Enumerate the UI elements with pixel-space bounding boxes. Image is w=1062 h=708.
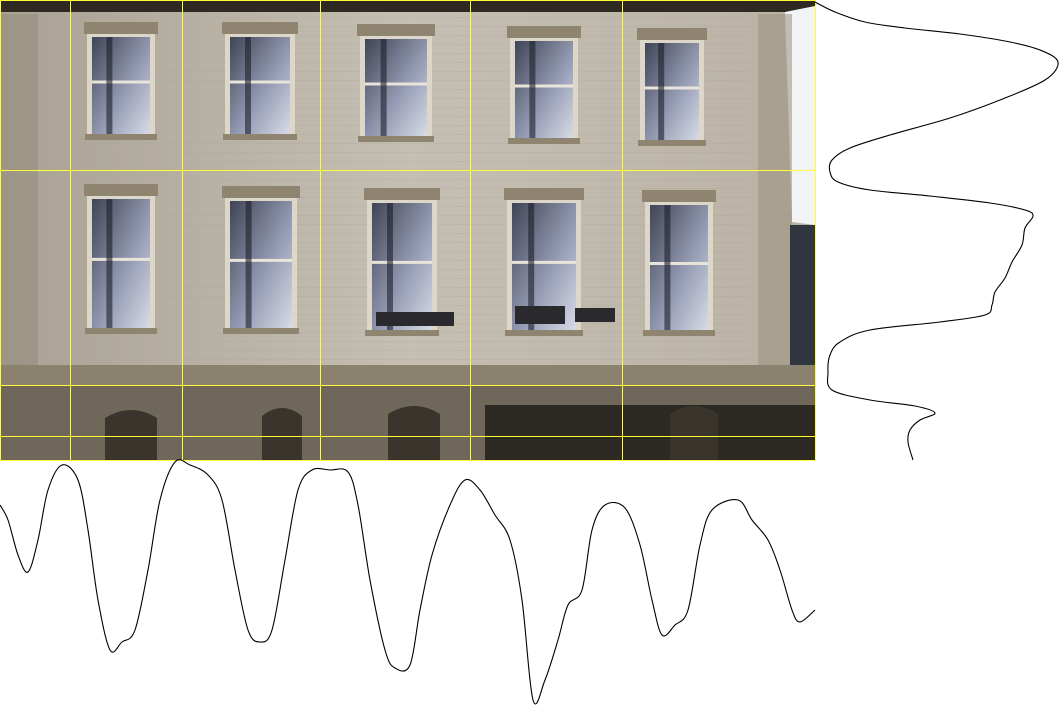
left-quoin-column: [0, 14, 38, 384]
window: [84, 184, 158, 334]
horizontal-edge-profile-curve: [0, 459, 816, 705]
cornice-band: [0, 365, 815, 385]
building-photo: [0, 0, 815, 460]
arched-doorway: [670, 406, 718, 460]
window-lintel: [642, 190, 716, 202]
ground-floor-arches: [105, 406, 718, 460]
window: [222, 22, 298, 140]
windows-group: [84, 22, 716, 336]
window: [637, 28, 707, 146]
segmentation-grid: [0, 0, 816, 461]
window-lintel: [222, 22, 298, 34]
window-lintel: [364, 188, 440, 200]
window-sill: [223, 134, 297, 140]
window-sill: [505, 330, 583, 336]
window: [364, 188, 440, 336]
window: [357, 24, 435, 142]
window-lintel: [84, 184, 158, 196]
window-sill: [508, 138, 580, 144]
window-lintel: [637, 28, 707, 40]
window-glass: [650, 205, 708, 330]
window-glass: [92, 199, 150, 328]
air-conditioners: [376, 306, 615, 326]
arched-doorway: [388, 406, 440, 460]
window: [507, 26, 581, 144]
window-lintel: [507, 26, 581, 38]
arched-doorway: [262, 408, 302, 460]
air-conditioner-unit: [575, 308, 615, 322]
right-quoin-column: [758, 14, 792, 374]
window-sill: [638, 140, 706, 146]
window-sill: [85, 134, 157, 140]
window-lintel: [222, 186, 300, 198]
window-lintel: [84, 22, 158, 34]
window-glass: [515, 41, 573, 138]
window-sill: [223, 328, 299, 334]
window: [84, 22, 158, 140]
window-glass: [92, 37, 150, 134]
air-conditioner-unit: [515, 306, 565, 324]
window-glass: [372, 203, 432, 330]
window: [222, 186, 300, 334]
roof-edge: [0, 0, 815, 12]
air-conditioner-unit: [376, 312, 454, 326]
vertical-edge-profile-curve: [814, 1, 1059, 461]
window-lintel: [504, 188, 584, 200]
ground-floor-dark: [485, 405, 815, 460]
window-glass: [365, 39, 427, 136]
neighbor-building: [790, 225, 815, 375]
window-sill: [85, 328, 157, 334]
window-sill: [643, 330, 715, 336]
window-sill: [358, 136, 434, 142]
window-glass: [645, 43, 699, 140]
window-sill: [365, 330, 439, 336]
window-glass: [230, 201, 292, 328]
window-glass: [230, 37, 290, 134]
window-lintel: [357, 24, 435, 36]
window: [642, 190, 716, 336]
arched-doorway: [105, 410, 157, 460]
